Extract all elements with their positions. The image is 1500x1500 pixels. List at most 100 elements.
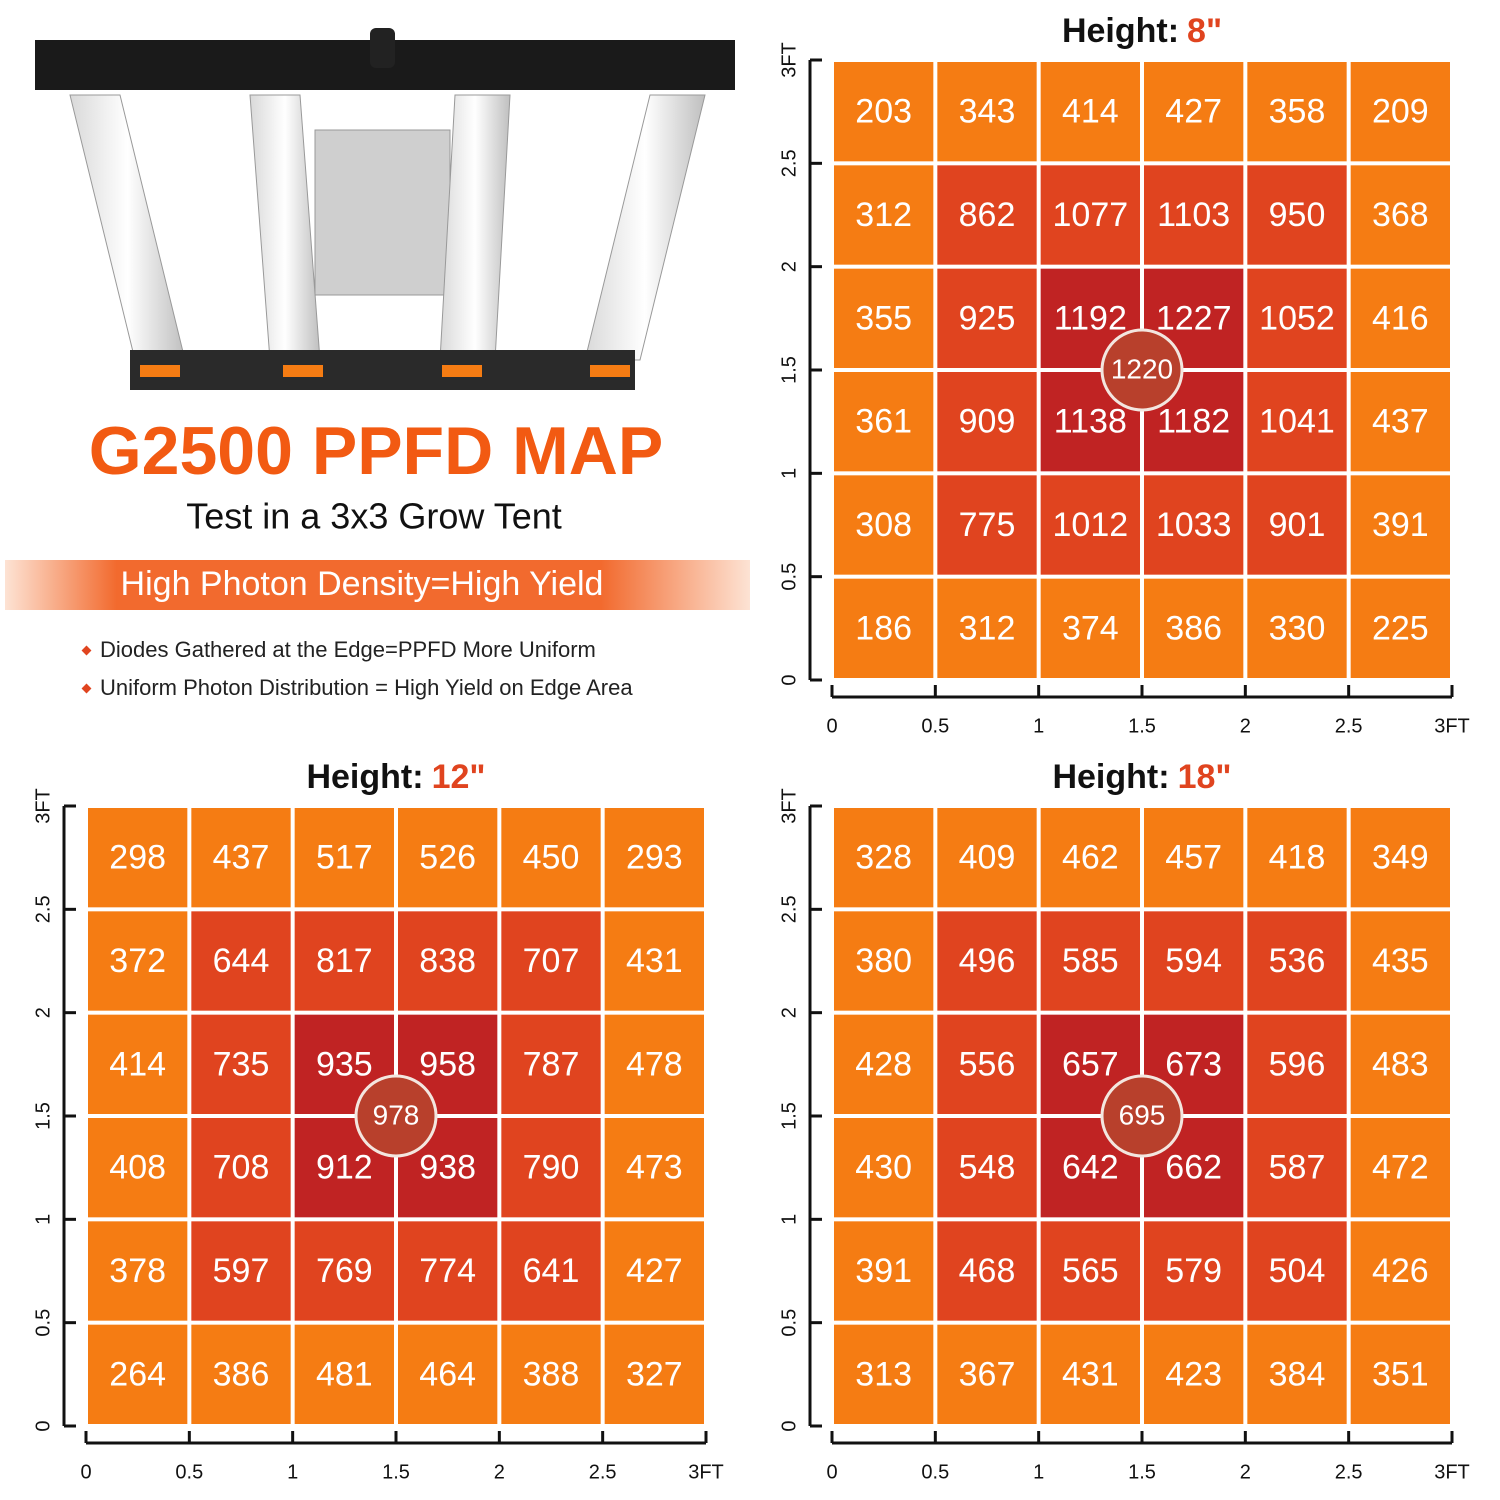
cell: [1247, 578, 1347, 678]
y-tick-label: 1: [778, 1214, 800, 1225]
cell-label: 838: [419, 942, 476, 980]
y-tick-label: 1: [778, 468, 800, 479]
y-tick-label: 0.5: [32, 1309, 54, 1337]
cell: [1040, 1221, 1140, 1321]
cell: [937, 1324, 1037, 1424]
cell-label: 950: [1269, 196, 1326, 234]
x-tick-label: 2: [494, 1461, 505, 1483]
y-tick-label: 2.5: [778, 895, 800, 923]
cell-label: 596: [1269, 1045, 1326, 1083]
cell: [88, 1221, 188, 1321]
cell-label: 428: [855, 1045, 912, 1083]
cell-label: 430: [855, 1149, 912, 1187]
cell: [604, 911, 704, 1011]
cell: [937, 268, 1037, 368]
cell: [1247, 372, 1347, 472]
y-tick-label: 2: [32, 1007, 54, 1018]
cell: [1350, 911, 1450, 1011]
cell-label: 414: [109, 1045, 166, 1083]
cell: [834, 62, 934, 162]
cell: [834, 1118, 934, 1218]
cell: [1247, 808, 1347, 908]
cell-label: 414: [1062, 93, 1119, 131]
cell: [1247, 911, 1347, 1011]
cell: [88, 911, 188, 1011]
y-tick-label: 2.5: [778, 149, 800, 177]
cell-label: 423: [1165, 1355, 1222, 1393]
cell: [501, 911, 601, 1011]
cell: [1350, 1324, 1450, 1424]
x-tick-label: 2: [1240, 715, 1251, 737]
cell-label: 431: [626, 942, 683, 980]
cell: [501, 1221, 601, 1321]
cell: [88, 808, 188, 908]
center-marker: [1100, 1074, 1184, 1158]
cell: [604, 1118, 704, 1218]
cell: [937, 475, 1037, 575]
x-tick-label: 0: [826, 1461, 837, 1483]
cell-label: 935: [316, 1045, 373, 1083]
cell: [937, 1118, 1037, 1218]
cell: [1350, 578, 1450, 678]
cell-label: 328: [855, 839, 912, 877]
y-tick-label: 1.5: [778, 356, 800, 384]
cell-label: 641: [523, 1252, 580, 1290]
cell-label: 536: [1269, 942, 1326, 980]
x-tick-label: 0: [80, 1461, 91, 1483]
cell: [1350, 165, 1450, 265]
subtitle: Test in a 3x3 Grow Tent: [186, 496, 562, 537]
cell: [1144, 1324, 1244, 1424]
bullet: Uniform Photon Distribution = High Yield…: [100, 675, 633, 700]
cell-label: 1138: [1054, 403, 1127, 441]
x-tick-label: 0.5: [921, 1461, 949, 1483]
cell-label: 358: [1269, 93, 1326, 131]
cell: [1350, 268, 1450, 368]
cell: [1350, 475, 1450, 575]
title-value: 18": [1178, 758, 1232, 796]
cell-label: 384: [1269, 1355, 1326, 1393]
banner: High Photon Density=High Yield: [121, 565, 604, 603]
cell: [1144, 808, 1244, 908]
cell: [1040, 62, 1140, 162]
cell-label: 769: [316, 1252, 373, 1290]
cell-label: 594: [1165, 942, 1222, 980]
cell-label: 386: [1165, 609, 1222, 647]
cell-label: 349: [1372, 839, 1429, 877]
cell-label: 775: [959, 506, 1016, 544]
cell-label: 374: [1062, 609, 1119, 647]
cell: [1247, 268, 1347, 368]
x-tick-label: 2.5: [1335, 715, 1363, 737]
cell-label: 351: [1372, 1355, 1429, 1393]
cell: [834, 1014, 934, 1114]
cell-label: 774: [419, 1252, 476, 1290]
cell-label: 673: [1165, 1045, 1222, 1083]
cell: [398, 911, 498, 1011]
cell: [604, 1014, 704, 1114]
cell-label: 1182: [1157, 403, 1230, 441]
cell: [1144, 165, 1244, 265]
cell: [1040, 165, 1140, 265]
y-tick-label: 1: [32, 1214, 54, 1225]
cell: [834, 808, 934, 908]
cell: [1247, 1324, 1347, 1424]
y-tick-label: 1.5: [778, 1102, 800, 1130]
cell-label: 386: [213, 1355, 270, 1393]
cell-label: 437: [1372, 403, 1429, 441]
cell-label: 938: [419, 1149, 476, 1187]
cell: [88, 1118, 188, 1218]
cell-label: 298: [109, 839, 166, 877]
cell: [834, 372, 934, 472]
cell: [834, 1221, 934, 1321]
title-value: 12": [432, 758, 486, 796]
cell: [294, 1324, 394, 1424]
cell-label: 264: [109, 1355, 166, 1393]
bullet-icon: [81, 645, 92, 656]
cell-label: 343: [959, 93, 1016, 131]
cell-label: 517: [316, 839, 373, 877]
cell-label: 450: [523, 839, 580, 877]
cell: [834, 475, 934, 575]
cell: [834, 578, 934, 678]
cell: [1350, 62, 1450, 162]
center-label: 1220: [1111, 353, 1173, 384]
